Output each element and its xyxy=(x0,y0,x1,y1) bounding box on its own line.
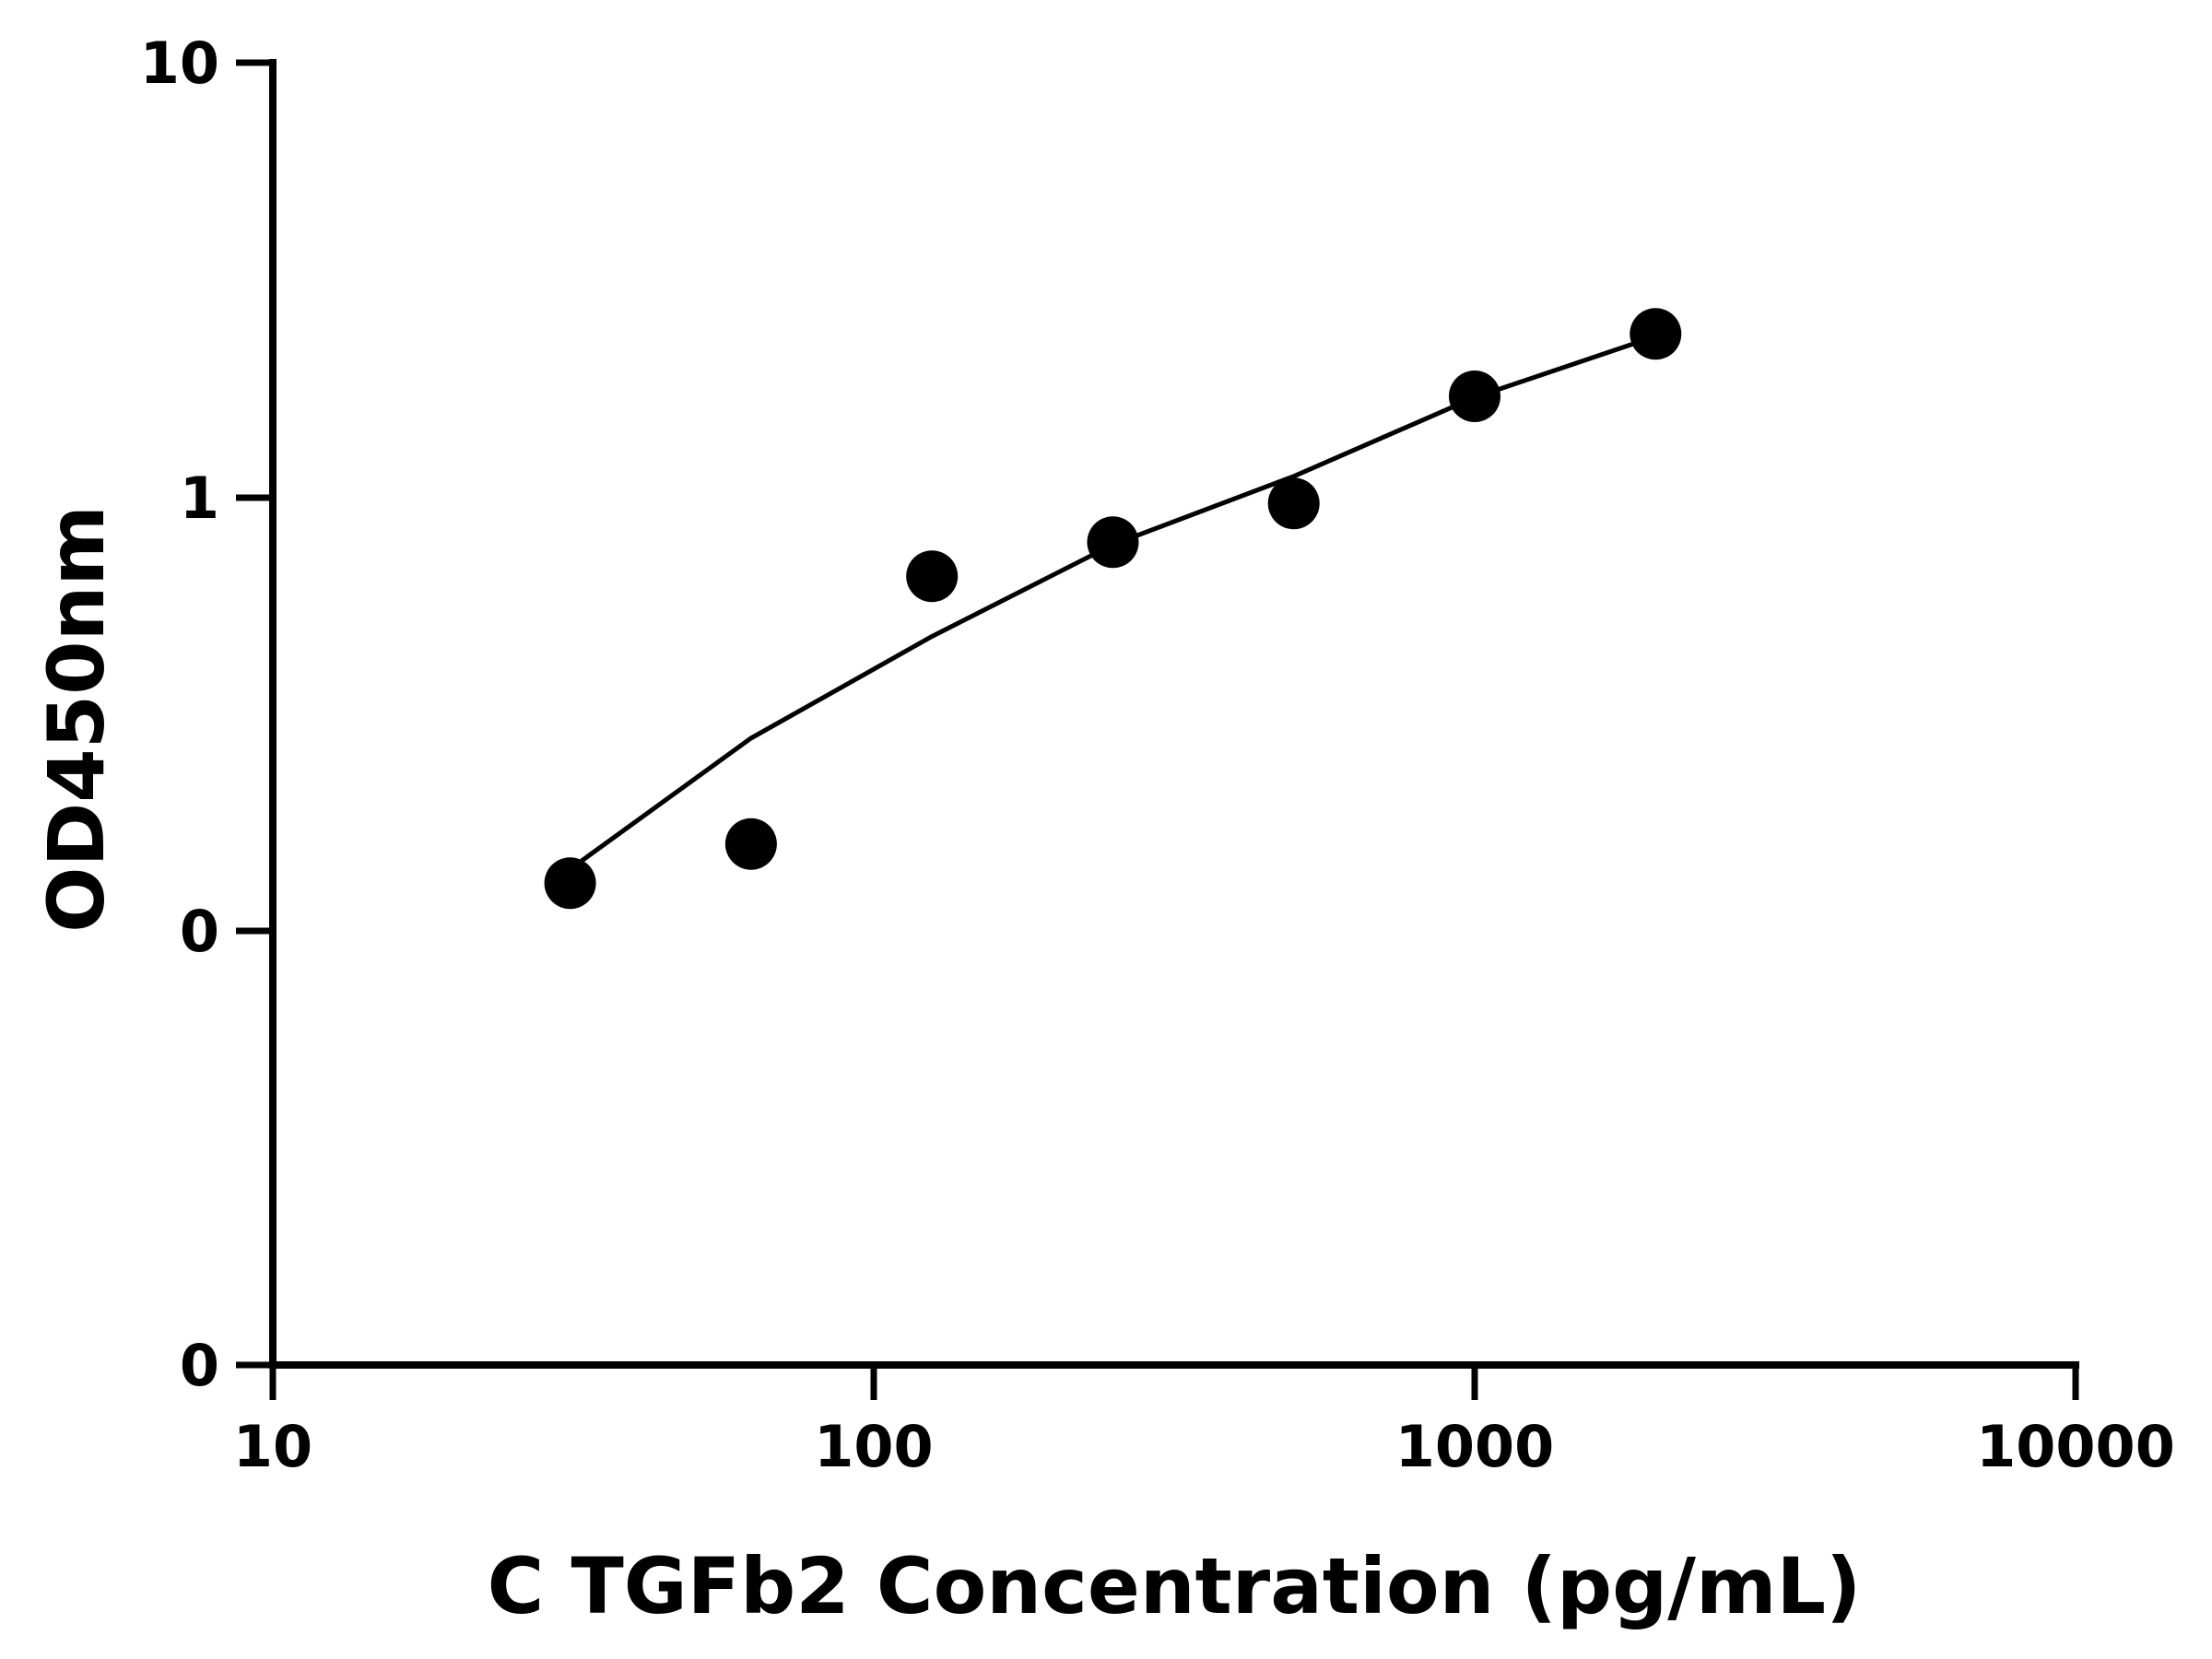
y-tick-label: 10 xyxy=(140,29,219,97)
data-point xyxy=(544,857,596,910)
x-tick-label: 100 xyxy=(814,1413,933,1480)
data-point xyxy=(1630,308,1682,360)
fit-curve xyxy=(569,334,1657,872)
y-tick-label: 0 xyxy=(180,898,219,965)
x-tick-label: 1000 xyxy=(1395,1413,1555,1480)
y-axis-ticks: 0 0 1 10 xyxy=(140,29,273,1399)
x-axis-ticks: 10 100 1000 10000 xyxy=(233,1365,2175,1480)
x-axis-title: C TGFb2 Concentration (pg/mL) xyxy=(488,1541,1862,1631)
y-tick-label: 0 xyxy=(180,1332,219,1399)
data-point xyxy=(1449,371,1500,422)
data-points xyxy=(544,308,1682,910)
x-tick-label: 10000 xyxy=(1976,1413,2175,1480)
data-point xyxy=(724,818,777,870)
data-point xyxy=(1087,516,1139,569)
y-axis-title: OD450nm xyxy=(31,505,122,933)
x-tick-label: 10 xyxy=(233,1413,312,1480)
data-point xyxy=(1267,477,1320,530)
data-point xyxy=(906,550,959,603)
y-tick-label: 1 xyxy=(180,465,219,532)
